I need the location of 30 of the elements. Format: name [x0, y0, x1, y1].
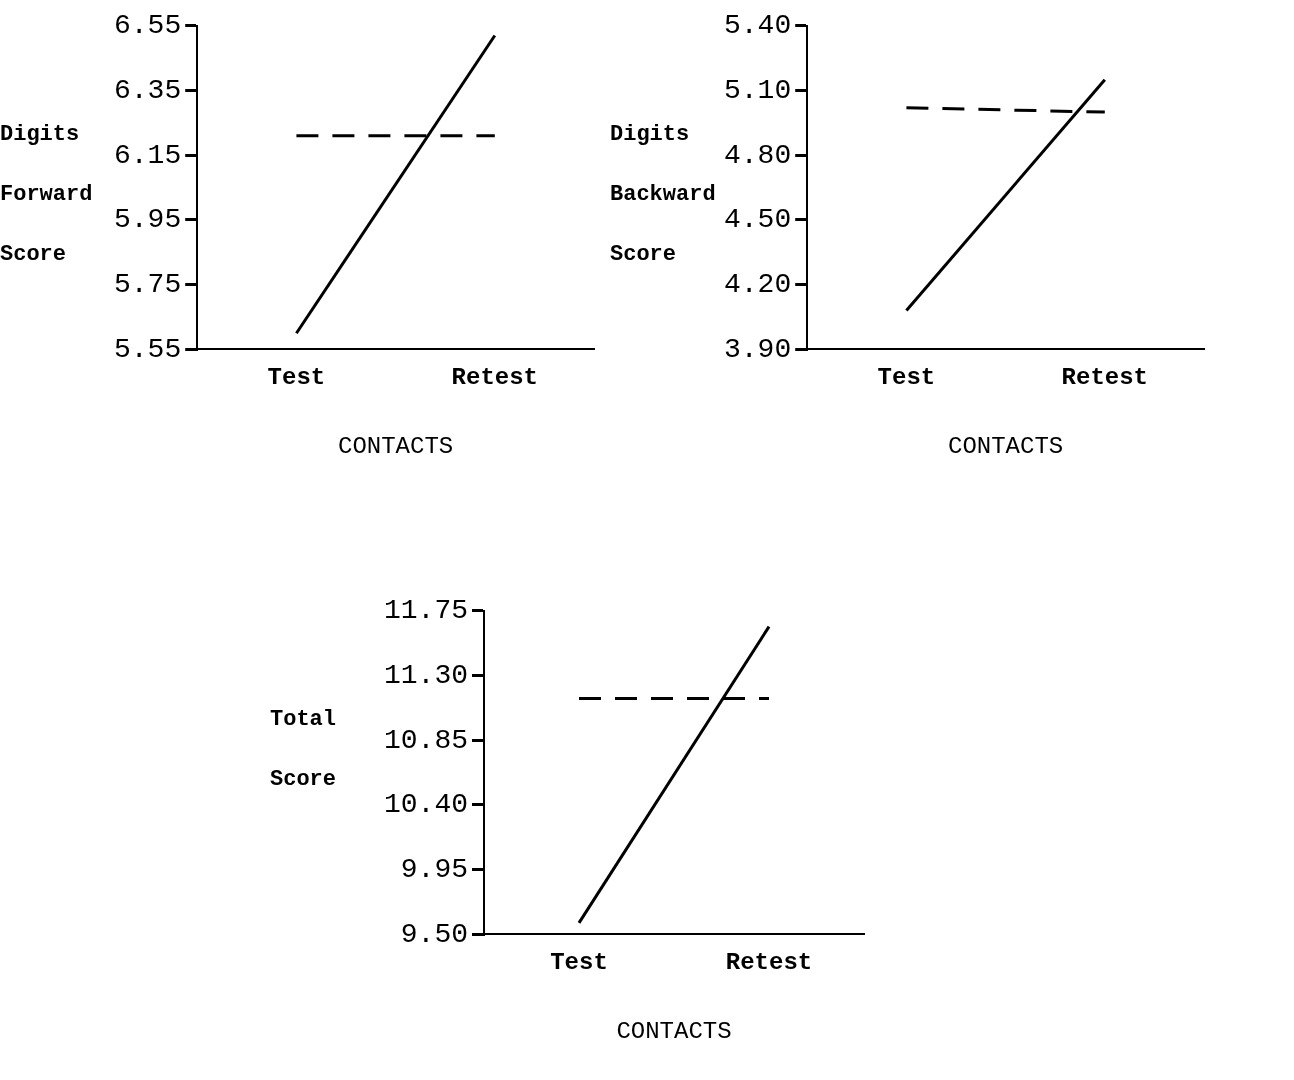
x-tick-label: Retest: [1061, 363, 1149, 391]
y-tick-label: 6.35: [113, 74, 182, 106]
y-tick-label: 11.75: [384, 595, 469, 627]
x-tick-label: Test: [550, 948, 608, 976]
y-tick-label: 10.40: [384, 789, 469, 821]
x-tick-label: Test: [877, 363, 936, 391]
y-tick-label: 4.50: [723, 204, 792, 236]
text: Total Score: [270, 707, 337, 792]
x-tick-label: Retest: [451, 363, 539, 391]
y-tick-label: 5.75: [113, 269, 182, 301]
x-axis-title: CONTACTS: [616, 1017, 732, 1045]
y-tick-label: 5.40: [723, 10, 792, 42]
y-tick-label: 9.50: [400, 918, 469, 950]
y-tick-label: 5.10: [723, 74, 792, 106]
y-tick-label: 11.30: [384, 659, 469, 691]
x-axis-title: CONTACTS: [338, 432, 454, 460]
y-tick-label: 5.95: [113, 204, 182, 236]
y-tick-label: 4.20: [723, 269, 792, 301]
y-tick-label: 10.85: [384, 724, 469, 756]
y-tick-label: 6.15: [113, 139, 182, 171]
y-tick-label: 3.90: [723, 333, 792, 365]
text: Digits Backward Score: [610, 122, 716, 267]
text: Digits Forward Score: [0, 122, 93, 267]
y-tick-label: 5.55: [113, 333, 182, 365]
y-tick-label: 4.80: [723, 139, 792, 171]
x-tick-label: Retest: [725, 948, 813, 976]
y-tick-label: 9.95: [400, 854, 469, 886]
y-tick-label: 6.55: [113, 10, 182, 42]
x-tick-label: Test: [267, 363, 326, 391]
x-axis-title: CONTACTS: [948, 432, 1064, 460]
